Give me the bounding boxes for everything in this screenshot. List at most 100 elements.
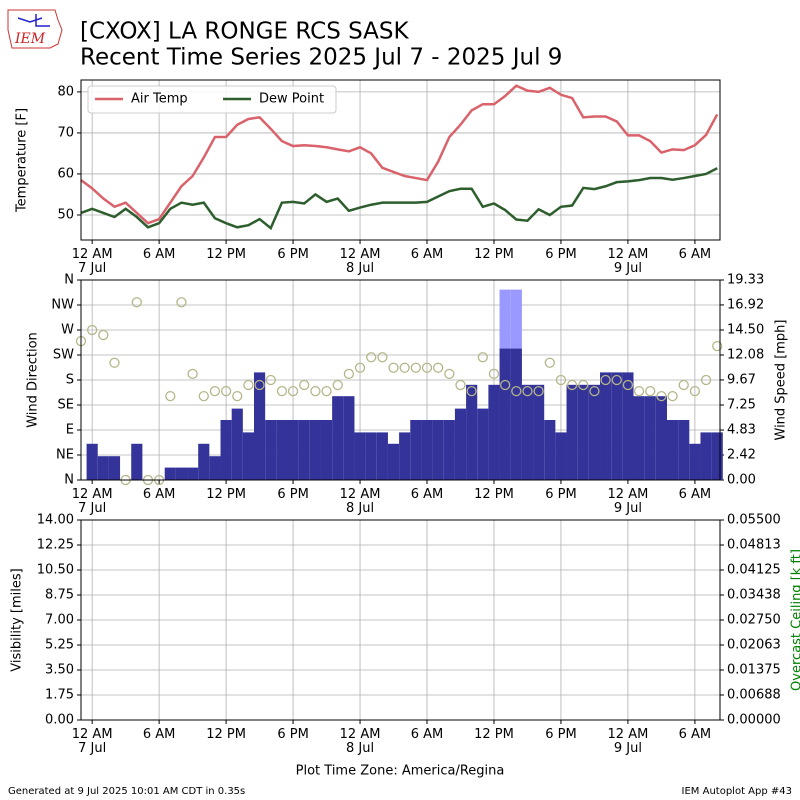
bar	[410, 419, 422, 480]
y-tick-label: NW	[51, 298, 74, 313]
x-tick-label: 12 AM 8 Jul	[340, 487, 381, 516]
point	[299, 379, 310, 391]
y2-tick-label: 0.04813	[727, 538, 781, 553]
legend-box	[87, 85, 337, 114]
point	[611, 374, 622, 386]
point	[220, 385, 232, 397]
x-axis-label: Plot Time Zone: America/Regina	[296, 764, 505, 779]
bar	[320, 419, 333, 480]
panel: 12 AM 7 Jul 6 AM 12 PM 6 PM 12 AM 8 Jul 6 AM 12 …	[26, 273, 789, 516]
y-tick-label: E	[66, 423, 74, 438]
y-tick-label: 0.00	[45, 713, 74, 728]
point	[589, 385, 600, 397]
y-tick-label: 50	[57, 207, 74, 222]
y-tick-label: 80	[57, 84, 74, 99]
x-tick-label: 6 PM	[545, 727, 576, 742]
point	[109, 357, 120, 368]
y2-axis-label: Wind Speed [mph]	[774, 320, 789, 441]
bar	[711, 432, 723, 480]
bar	[242, 432, 255, 480]
bar	[488, 384, 500, 480]
y-tick-label: 5.25	[45, 638, 74, 653]
x-tick-label: 6 AM	[143, 487, 176, 502]
bar	[644, 396, 656, 480]
x-tick-label: 12 PM	[206, 487, 246, 502]
panel: 12 AM 7 Jul 6 AM 12 PM 6 PM 12 AM 8 Jul 6 AM 12 …	[15, 79, 721, 276]
x-tick-label: 12 AM 7 Jul	[72, 487, 113, 516]
bar	[454, 408, 467, 480]
point	[343, 368, 355, 380]
bar	[700, 432, 712, 480]
line-series	[80, 84, 719, 225]
point	[645, 385, 656, 397]
bar	[108, 456, 121, 480]
point	[678, 379, 689, 391]
x-tick-label: 12 AM 8 Jul	[340, 247, 381, 276]
point	[232, 390, 243, 402]
x-tick-label: 6 AM	[411, 727, 444, 742]
bar	[421, 419, 433, 480]
bar	[254, 372, 266, 480]
x-tick-label: 12 AM 7 Jul	[72, 727, 113, 756]
x-tick-label: 12 PM	[474, 727, 514, 742]
y-tick-label: 7.00	[45, 613, 74, 628]
bar	[466, 384, 478, 480]
x-tick-label: 12 AM 9 Jul	[608, 727, 649, 756]
y-tick-label: 70	[57, 125, 74, 140]
bar	[555, 432, 567, 480]
point	[533, 385, 544, 397]
y2-tick-label: 0.00000	[727, 713, 781, 728]
bar	[220, 419, 232, 480]
y-tick-label: 3.50	[45, 663, 74, 678]
point	[388, 362, 399, 373]
bar	[97, 456, 109, 480]
bar	[600, 372, 612, 480]
y2-tick-label: 14.50	[727, 322, 764, 337]
bar	[209, 456, 221, 480]
plot-frame	[80, 519, 721, 721]
y2-tick-label: 4.83	[727, 423, 756, 438]
x-tick-label: 6 PM	[277, 247, 308, 262]
footer: IEM Autoplot App #43	[682, 786, 792, 797]
point	[433, 362, 444, 373]
bar	[566, 384, 578, 480]
point	[544, 357, 555, 368]
bar	[633, 396, 645, 480]
bar	[432, 419, 444, 480]
y2-tick-label: 12.08	[727, 348, 764, 363]
bar	[521, 384, 534, 480]
bar	[533, 384, 545, 480]
bar	[131, 443, 143, 480]
y2-tick-label: 16.92	[727, 297, 764, 312]
y-tick-label: N	[64, 473, 74, 488]
point	[633, 385, 645, 397]
y-tick-label: N	[64, 273, 74, 288]
x-tick-label: 6 AM	[143, 727, 176, 742]
point	[176, 297, 187, 308]
bar	[499, 348, 511, 480]
point	[477, 352, 488, 363]
bar	[666, 419, 679, 480]
y2-tick-label: 2.42	[727, 447, 756, 462]
bar	[198, 443, 210, 480]
bar	[164, 467, 176, 480]
bar	[86, 443, 98, 480]
point	[566, 379, 578, 391]
y-axis-label: Temperature [F]	[15, 108, 30, 213]
y-tick-label: NE	[56, 448, 74, 463]
plot-frame	[80, 279, 721, 481]
x-tick-label: 6 PM	[277, 727, 308, 742]
bar	[655, 396, 667, 480]
point	[87, 324, 98, 336]
y-tick-label: W	[61, 323, 74, 338]
y2-tick-label: 0.01375	[727, 663, 781, 678]
legend: Air Temp Dew Point	[87, 85, 337, 114]
bar	[354, 432, 366, 480]
point	[522, 385, 533, 397]
point	[700, 374, 712, 386]
bar	[231, 408, 243, 480]
y-tick-label: 1.75	[45, 688, 74, 703]
point	[310, 385, 321, 397]
x-tick-label: 12 PM	[474, 247, 514, 262]
